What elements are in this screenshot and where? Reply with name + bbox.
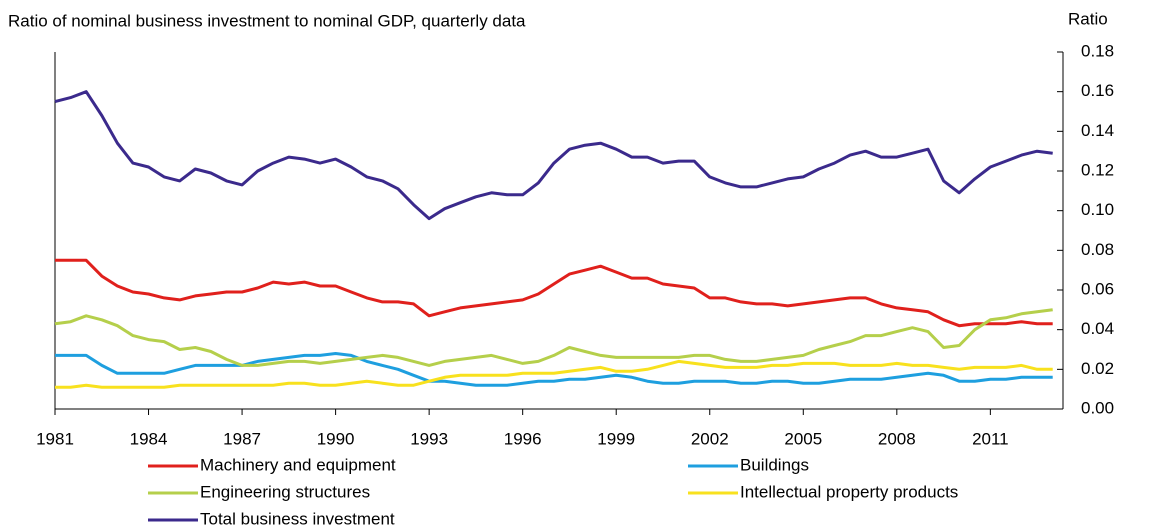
legend-label: Total business investment (200, 509, 395, 528)
legend-label: Engineering structures (200, 482, 370, 501)
series-line (54, 90, 1053, 221)
legend-label: Intellectual property products (740, 482, 958, 501)
x-tick-label: 1987 (223, 429, 261, 448)
x-tick-label: 2002 (691, 429, 729, 448)
x-tick-label: 1990 (317, 429, 355, 448)
x-tick-label: 1984 (130, 429, 168, 448)
x-tick-label: 1993 (410, 429, 448, 448)
y-tick-label: 0.00 (1081, 398, 1114, 417)
legend-label: Buildings (740, 455, 809, 474)
y-tick-label: 0.08 (1081, 240, 1114, 259)
chart-title: Ratio of nominal business investment to … (8, 11, 526, 30)
y-tick-label: 0.06 (1081, 279, 1114, 298)
legend-label: Machinery and equipment (200, 455, 396, 474)
series-line (54, 308, 1053, 367)
x-tick-label: 2011 (972, 429, 1009, 448)
x-tick-label: 2005 (784, 429, 822, 448)
series-line (55, 258, 1053, 328)
series-line (55, 352, 1053, 387)
y-tick-label: 0.12 (1081, 160, 1114, 179)
x-tick-label: 2008 (878, 429, 916, 448)
y-tick-label: 0.18 (1081, 41, 1114, 60)
y-tick-label: 0.16 (1081, 81, 1114, 100)
x-tick-label: 1999 (597, 429, 635, 448)
y-axis-label: Ratio (1068, 9, 1108, 28)
y-tick-label: 0.14 (1081, 121, 1114, 140)
y-tick-label: 0.10 (1081, 200, 1114, 219)
y-tick-label: 0.04 (1081, 319, 1114, 338)
series-line (55, 359, 1053, 389)
x-tick-label: 1981 (36, 429, 74, 448)
y-tick-label: 0.02 (1081, 359, 1114, 378)
x-tick-label: 1996 (504, 429, 542, 448)
